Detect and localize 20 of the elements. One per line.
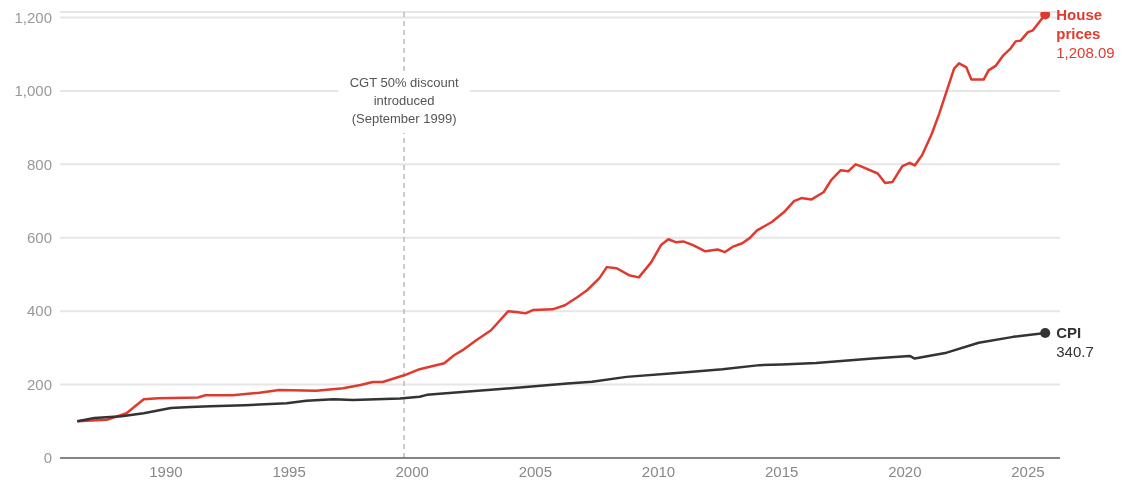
data-label: 1,208.09 <box>1056 43 1115 61</box>
y-tick-label: 400 <box>26 302 52 320</box>
series-label: House prices <box>1056 5 1103 42</box>
y-tick-label: 1,200 <box>14 8 52 26</box>
x-tick-label: 2020 <box>888 462 922 480</box>
y-tick-label: 600 <box>26 229 52 247</box>
y-tick-label: 200 <box>26 375 52 393</box>
y-tick-label: 1,000 <box>14 82 52 100</box>
x-tick-label: 1990 <box>149 462 183 480</box>
y-tick-label: 0 <box>43 449 52 467</box>
y-tick-label: 800 <box>26 155 52 173</box>
series-label: CPI <box>1056 323 1082 341</box>
x-tick-label: 2025 <box>1011 462 1045 480</box>
x-tick-label: 2015 <box>764 462 799 480</box>
x-tick-label: 2005 <box>518 462 553 480</box>
x-tick-label: 1995 <box>272 462 306 480</box>
x-tick-label: 2000 <box>395 462 429 480</box>
x-tick-label: 2010 <box>641 462 676 480</box>
ref-line-label: CGT 50% discount introduced (September 1999) <box>349 75 459 126</box>
data-label: 340.7 <box>1056 342 1094 360</box>
